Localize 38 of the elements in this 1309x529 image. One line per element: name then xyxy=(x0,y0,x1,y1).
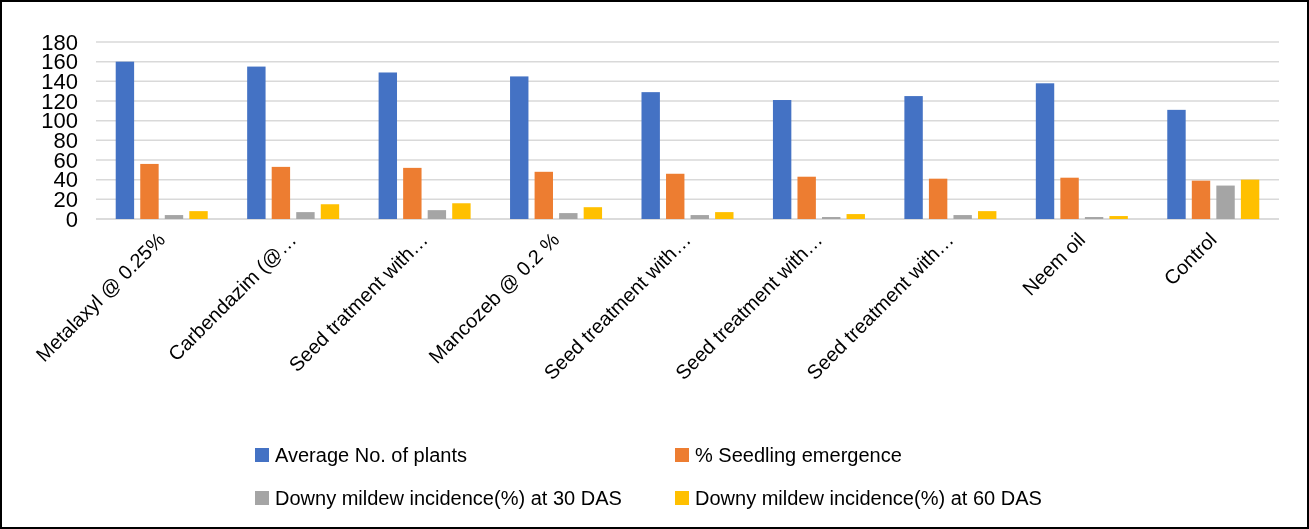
bar xyxy=(1035,83,1055,219)
bar xyxy=(1191,180,1211,219)
legend-label: Downy mildew incidence(%) at 30 DAS xyxy=(275,487,622,509)
bar xyxy=(641,92,660,219)
legend-label: % Seedling emergence xyxy=(695,444,902,466)
bar xyxy=(953,215,972,219)
bar xyxy=(247,66,266,219)
bar xyxy=(403,167,422,219)
bar xyxy=(772,100,792,219)
bar xyxy=(846,214,865,219)
bar xyxy=(1216,185,1235,219)
bar xyxy=(904,96,923,219)
bar xyxy=(510,76,529,219)
bar xyxy=(583,207,603,219)
bar xyxy=(320,204,340,219)
bar xyxy=(1109,216,1128,219)
bar xyxy=(140,163,159,219)
bar xyxy=(1167,109,1186,219)
bar xyxy=(1240,179,1260,219)
bar xyxy=(559,213,578,219)
bar xyxy=(427,210,447,219)
bar xyxy=(690,215,709,219)
bar xyxy=(534,171,553,219)
bar xyxy=(977,211,997,219)
legend-label: Average No. of plants xyxy=(275,444,467,466)
bar xyxy=(189,211,208,219)
bar xyxy=(164,215,184,219)
bar xyxy=(271,166,291,219)
bar xyxy=(378,72,398,219)
bar xyxy=(115,61,135,219)
bar xyxy=(1060,177,1079,219)
bar xyxy=(715,212,734,219)
legend-label: Downy mildew incidence(%) at 60 DAS xyxy=(695,487,1042,509)
bar xyxy=(452,203,471,219)
bar xyxy=(797,176,816,219)
bar xyxy=(928,178,948,219)
bar xyxy=(296,212,315,219)
bar xyxy=(666,173,685,219)
